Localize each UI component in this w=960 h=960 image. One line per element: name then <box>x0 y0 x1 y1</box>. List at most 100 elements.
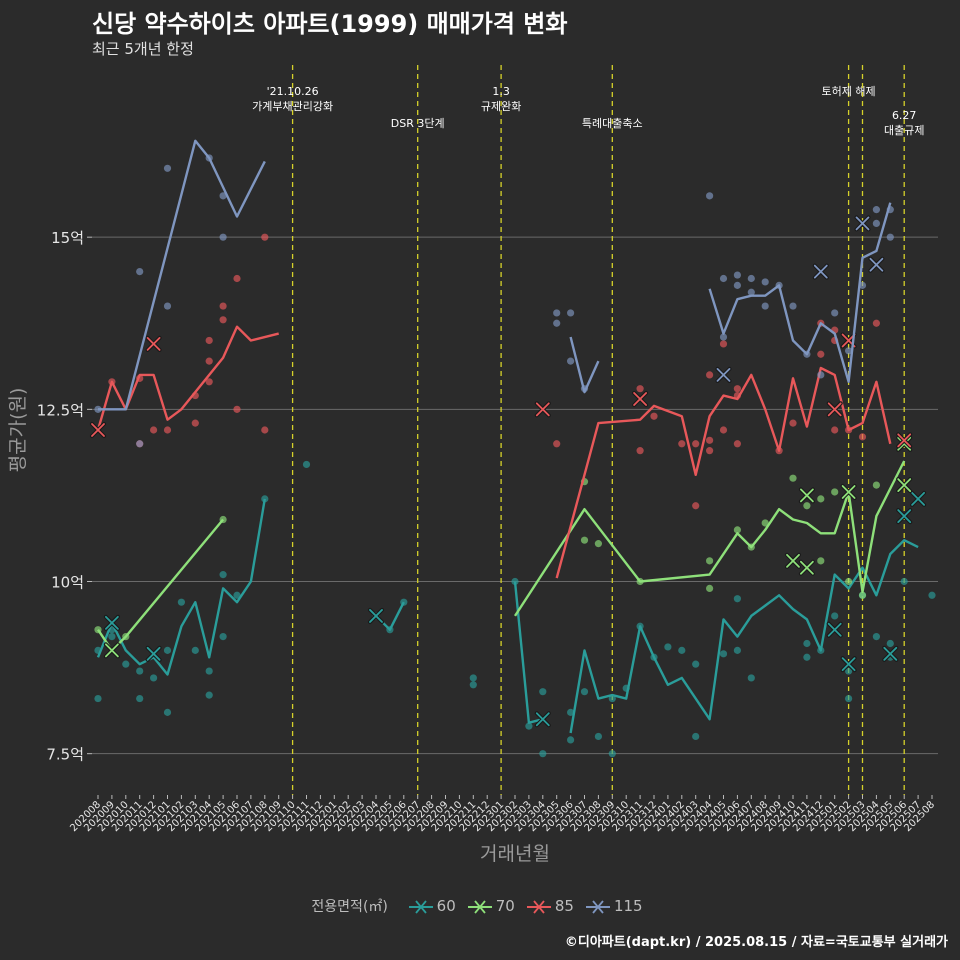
series-60 <box>94 460 936 758</box>
data-point <box>886 233 894 241</box>
data-point <box>900 577 908 586</box>
data-point <box>567 736 575 744</box>
series-line <box>96 498 919 734</box>
data-point <box>678 440 686 448</box>
y-axis-title: 평균가(원) <box>7 388 29 473</box>
data-point <box>261 426 269 434</box>
data-point <box>136 268 144 276</box>
data-point <box>886 639 894 648</box>
source-caption: ©디아파트(dapt.kr) / 2025.08.15 / 자료=국토교통부 실… <box>564 935 948 950</box>
cross-marker <box>897 433 912 448</box>
series-line <box>96 325 892 579</box>
data-point <box>831 488 839 496</box>
data-point <box>233 274 241 283</box>
data-point <box>845 667 853 675</box>
data-point <box>719 274 728 283</box>
data-point <box>747 274 755 283</box>
y-tick-label: 7.5억 <box>46 746 84 764</box>
cross-marker <box>897 509 912 523</box>
data-point <box>719 340 728 348</box>
data-point <box>567 708 575 716</box>
series-115 <box>94 139 894 448</box>
data-point <box>163 164 172 172</box>
data-point <box>692 502 700 510</box>
legend-label: 115 <box>613 897 643 915</box>
cross-marker <box>800 488 814 503</box>
data-point <box>191 646 199 654</box>
data-point <box>219 233 227 241</box>
data-point <box>261 495 269 503</box>
data-point <box>163 708 172 716</box>
cross-marker <box>633 392 647 406</box>
data-point <box>706 371 714 379</box>
legend-label: 70 <box>495 897 515 915</box>
data-point <box>733 646 742 654</box>
data-point <box>817 350 825 358</box>
data-point <box>872 206 881 214</box>
cross-marker <box>800 560 814 575</box>
data-point <box>233 591 241 599</box>
data-point <box>136 667 144 675</box>
cross-marker <box>146 646 161 661</box>
legend-key-icon <box>526 899 551 914</box>
event-label: 토허제 해제 <box>822 84 876 98</box>
data-point <box>261 233 269 241</box>
cross-marker <box>535 712 550 727</box>
cross-marker <box>827 402 842 417</box>
data-point <box>650 412 658 420</box>
data-point <box>108 633 116 641</box>
cross-marker <box>535 402 550 417</box>
data-point <box>817 557 825 565</box>
data-point <box>553 319 561 327</box>
data-point <box>831 426 839 434</box>
cross-marker <box>813 264 828 279</box>
data-point <box>733 440 742 448</box>
data-point <box>594 540 603 548</box>
data-point <box>205 357 213 365</box>
data-point <box>706 192 714 200</box>
cross-marker <box>911 491 925 506</box>
cross-marker <box>105 615 119 630</box>
cross-marker <box>897 436 912 451</box>
data-point <box>539 750 547 758</box>
data-point <box>136 440 144 448</box>
legend-title: 전용면적(㎡) <box>311 899 388 915</box>
legend-item-115: 115 <box>585 897 643 915</box>
data-point <box>706 557 714 565</box>
data-point <box>580 688 589 696</box>
data-point <box>219 316 227 324</box>
cross-marker <box>146 337 161 351</box>
cross-marker <box>105 643 119 658</box>
data-point <box>636 447 644 455</box>
data-point <box>692 440 700 448</box>
cross-marker <box>91 423 105 437</box>
data-point <box>163 302 172 310</box>
data-point <box>803 639 811 648</box>
data-point <box>761 519 769 527</box>
data-point <box>94 694 102 703</box>
data-point <box>733 281 742 289</box>
data-point <box>594 732 603 741</box>
event-label: 6.27 대출규제 <box>884 109 924 137</box>
data-point <box>845 577 853 586</box>
data-point <box>845 694 853 703</box>
data-point <box>580 536 589 544</box>
data-point <box>469 674 477 682</box>
data-point <box>719 650 728 658</box>
data-point <box>928 591 936 599</box>
data-point <box>761 278 769 286</box>
data-point <box>733 385 742 393</box>
event-label: DSR 3단계 <box>391 117 445 130</box>
data-point <box>872 481 881 489</box>
data-point <box>219 633 227 641</box>
data-point <box>747 674 755 682</box>
data-point <box>205 336 213 345</box>
data-point <box>831 612 839 620</box>
data-point <box>177 598 185 606</box>
cross-marker <box>897 478 912 492</box>
data-point <box>858 433 867 441</box>
legend-item-85: 85 <box>526 897 574 915</box>
cross-marker <box>869 257 884 272</box>
data-point <box>845 347 853 355</box>
data-point <box>761 302 769 310</box>
